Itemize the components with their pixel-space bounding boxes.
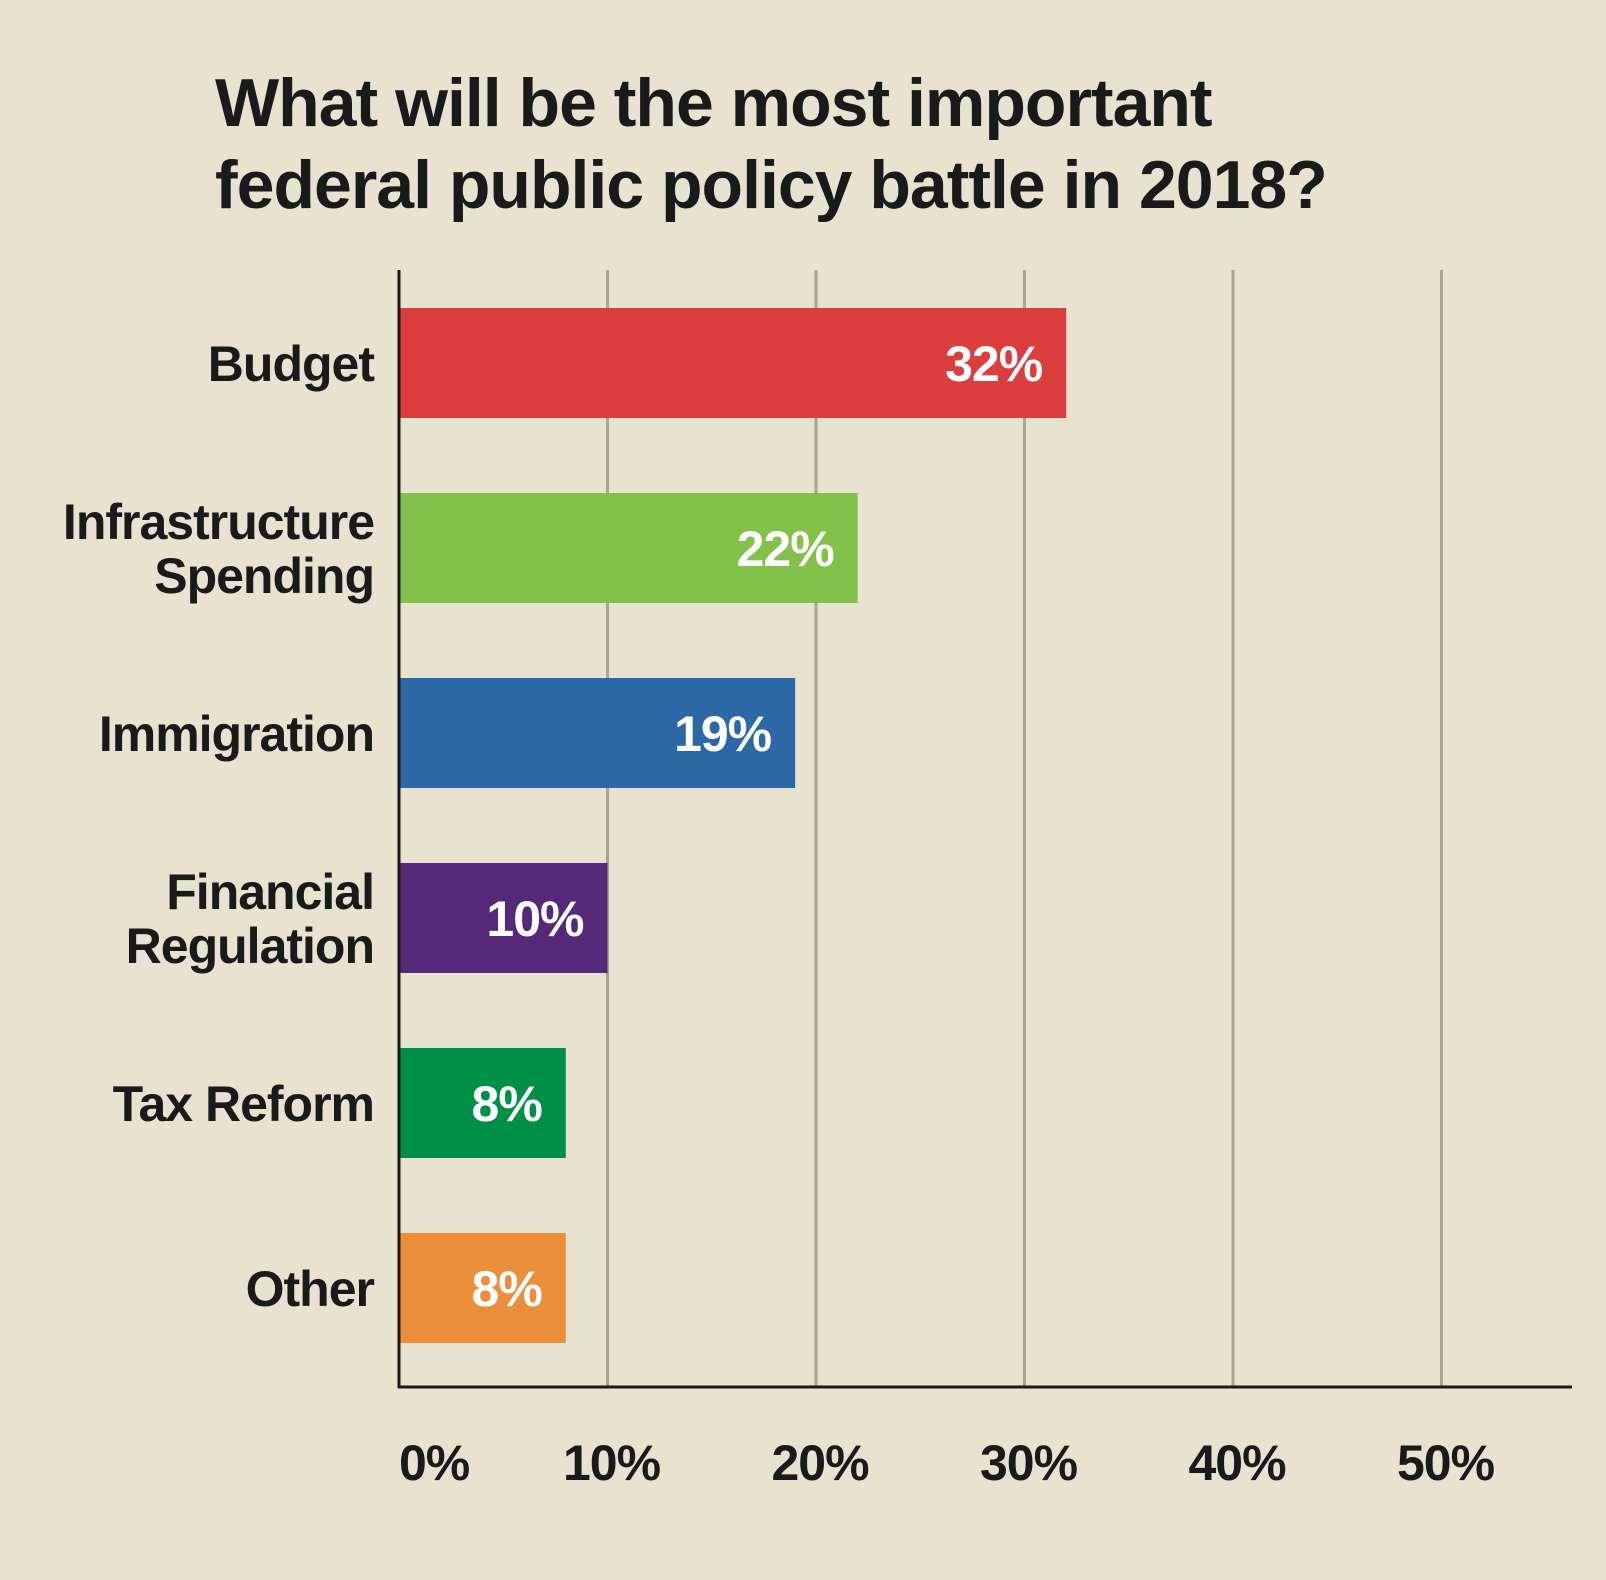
bar-value-label-2: 19% (674, 706, 772, 762)
bar-value-label-5: 8% (472, 1261, 543, 1317)
category-label-1-line-1: Spending (154, 548, 374, 604)
bar-value-label-4: 8% (472, 1076, 543, 1132)
category-label-3-line-1: Regulation (126, 918, 374, 974)
bar-0 (399, 308, 1067, 418)
chart-title: What will be the most important federal … (215, 62, 1515, 226)
bar-4 (399, 1048, 566, 1158)
category-label-4-line-0: Tax Reform (113, 1076, 374, 1132)
category-label-2-line-0: Immigration (99, 706, 374, 762)
bar-3 (399, 863, 608, 973)
x-tick-label-30: 30% (980, 1435, 1078, 1491)
x-tick-label-10: 10% (563, 1435, 661, 1491)
bar-value-label-1: 22% (737, 521, 835, 577)
category-label-5-line-0: Other (246, 1261, 375, 1317)
x-tick-label-20: 20% (771, 1435, 869, 1491)
x-tick-label-50: 50% (1397, 1435, 1495, 1491)
category-label-0-line-0: Budget (208, 336, 376, 392)
bar-2 (399, 678, 796, 788)
chart-title-line-2: federal public policy battle in 2018? (215, 147, 1328, 223)
x-tick-label-40: 40% (1188, 1435, 1286, 1491)
bar-5 (399, 1233, 566, 1343)
x-tick-labels: 0% 10% 20% 30% 40% 50% (399, 1435, 1496, 1491)
bar-value-label-0: 32% (945, 336, 1043, 392)
chart-title-line-1: What will be the most important (215, 65, 1213, 141)
bar-value-label-3: 10% (486, 891, 584, 947)
bars: 32% 22% 19% 10% 8% 8% (399, 308, 1067, 1343)
bar-1 (399, 493, 858, 603)
category-label-1-line-0: Infrastructure (63, 494, 374, 550)
x-tick-label-0: 0% (399, 1435, 470, 1491)
category-label-3-line-0: Financial (166, 864, 374, 920)
axes (397, 270, 1572, 1389)
gridlines (606, 270, 1443, 1387)
